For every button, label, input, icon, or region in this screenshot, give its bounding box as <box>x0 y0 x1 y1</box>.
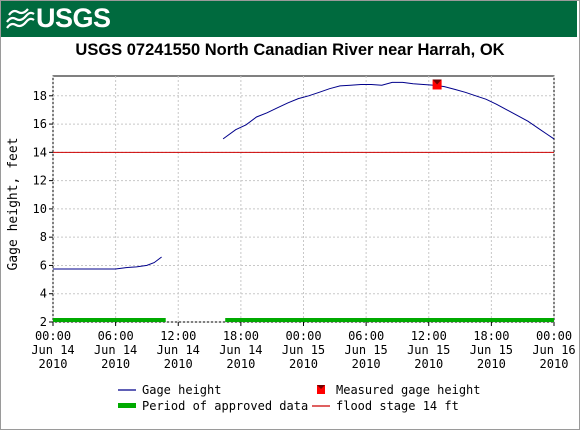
usgs-logo-icon <box>6 8 35 29</box>
y-axis-label: Gage height, feet <box>6 137 21 270</box>
usgs-banner <box>1 1 577 37</box>
y-tick-label: 4 <box>40 287 47 301</box>
legend-label: Gage height <box>142 383 221 397</box>
x-tick-label: Jun 14 <box>157 343 200 357</box>
x-tick-label: 06:00 <box>348 329 384 343</box>
legend-label: Measured gage height <box>336 383 481 397</box>
gage-height-line <box>222 81 555 140</box>
x-tick-label: 2010 <box>540 357 569 371</box>
legend-swatch-marker-notch <box>317 385 325 389</box>
x-tick-label: 2010 <box>226 357 255 371</box>
x-tick-label: Jun 15 <box>282 343 325 357</box>
y-tick-label: 12 <box>33 174 47 188</box>
x-tick-label: 18:00 <box>473 329 509 343</box>
x-tick-label: Jun 14 <box>94 343 137 357</box>
y-tick-label: 8 <box>40 230 47 244</box>
y-tick-label: 16 <box>33 117 47 131</box>
legend-swatch-marker <box>317 385 325 394</box>
x-tick-label: 2010 <box>39 357 68 371</box>
x-tick-label: 2010 <box>289 357 318 371</box>
x-tick-label: 18:00 <box>223 329 259 343</box>
y-tick-label: 14 <box>33 145 47 159</box>
y-tick-label: 18 <box>33 89 47 103</box>
legend-label: Period of approved data <box>142 399 308 413</box>
usgs-logo-text: USGS <box>36 3 111 33</box>
x-tick-label: Jun 15 <box>470 343 513 357</box>
x-tick-label: 2010 <box>101 357 130 371</box>
x-tick-label: Jun 14 <box>31 343 74 357</box>
marker-notch <box>432 79 442 85</box>
x-tick-label: 2010 <box>352 357 381 371</box>
x-tick-label: 2010 <box>477 357 506 371</box>
x-tick-label: 00:00 <box>285 329 321 343</box>
x-tick-label: Jun 15 <box>344 343 387 357</box>
y-tick-label: 2 <box>40 315 47 329</box>
measured-gage-height-marker <box>432 79 442 90</box>
banner-background <box>1 1 577 37</box>
x-tick-label: Jun 15 <box>407 343 450 357</box>
gage-height-line <box>53 256 162 270</box>
x-tick-label: 2010 <box>164 357 193 371</box>
chart-title: USGS 07241550 North Canadian River near … <box>75 41 505 59</box>
approved-data-bar <box>53 318 166 322</box>
x-tick-label: 00:00 <box>35 329 71 343</box>
x-tick-label: 06:00 <box>98 329 134 343</box>
approved-data-bar <box>225 318 554 322</box>
x-tick-label: 00:00 <box>536 329 572 343</box>
x-tick-label: 12:00 <box>160 329 196 343</box>
y-tick-label: 10 <box>33 202 47 216</box>
x-tick-label: Jun 14 <box>219 343 262 357</box>
y-tick-label: 6 <box>40 258 47 272</box>
x-tick-label: 12:00 <box>411 329 447 343</box>
legend-swatch-bar <box>118 403 136 408</box>
x-tick-label: Jun 16 <box>532 343 575 357</box>
x-tick-label: 2010 <box>414 357 443 371</box>
legend-label: flood stage 14 ft <box>336 399 459 413</box>
legend: Gage height Measured gage height Period of… <box>118 383 481 413</box>
